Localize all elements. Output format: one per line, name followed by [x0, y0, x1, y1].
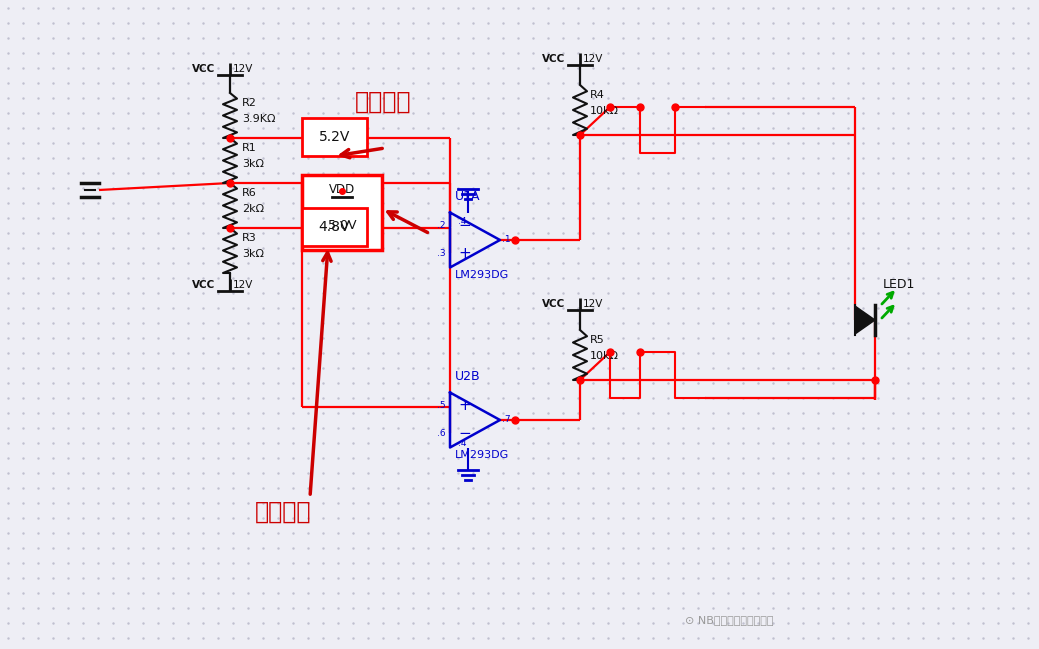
Text: VCC: VCC — [192, 280, 215, 290]
Text: 4.8V: 4.8V — [319, 220, 350, 234]
Text: 12V: 12V — [583, 54, 604, 64]
Bar — [302, 208, 367, 246]
Text: +: + — [458, 398, 471, 413]
Text: +: + — [458, 247, 471, 262]
Text: .4: .4 — [458, 439, 467, 448]
Text: U2B: U2B — [455, 369, 481, 382]
Text: −: − — [458, 426, 471, 441]
Text: ⊙ NB硬件实践知识共享包: ⊙ NB硬件实践知识共享包 — [685, 615, 773, 625]
Text: LM293DG: LM293DG — [455, 271, 509, 280]
Text: R5: R5 — [590, 335, 605, 345]
Text: 5.0V: 5.0V — [327, 219, 356, 232]
Text: R2: R2 — [242, 98, 257, 108]
Text: .3: .3 — [437, 249, 446, 258]
Text: .4: .4 — [458, 217, 467, 225]
Text: 12V: 12V — [583, 299, 604, 309]
Text: .5: .5 — [437, 402, 446, 411]
Text: −: − — [458, 219, 471, 234]
Text: .7: .7 — [502, 415, 510, 424]
Text: R6: R6 — [242, 188, 257, 198]
Text: 10kΩ: 10kΩ — [590, 351, 619, 361]
Text: VDD: VDD — [329, 183, 355, 196]
Text: 参考电压: 参考电压 — [355, 90, 411, 114]
Text: 10kΩ: 10kΩ — [590, 106, 619, 116]
Text: R1: R1 — [242, 143, 257, 153]
Text: 12V: 12V — [233, 64, 254, 74]
Text: LED1: LED1 — [883, 278, 915, 291]
Text: .1: .1 — [502, 236, 510, 245]
Text: LM293DG: LM293DG — [455, 450, 509, 461]
Text: .2: .2 — [437, 221, 446, 230]
Text: 2kΩ: 2kΩ — [242, 204, 264, 214]
Text: 5.2V: 5.2V — [319, 130, 350, 144]
Text: R4: R4 — [590, 90, 605, 100]
Bar — [302, 175, 382, 250]
Text: VCC: VCC — [541, 299, 565, 309]
Text: 3.9KΩ: 3.9KΩ — [242, 114, 275, 124]
Text: 12V: 12V — [233, 280, 254, 290]
Text: 参考电压: 参考电压 — [255, 500, 312, 524]
Text: 3kΩ: 3kΩ — [242, 159, 264, 169]
Text: R3: R3 — [242, 233, 257, 243]
Text: VCC: VCC — [192, 64, 215, 74]
Text: VCC: VCC — [541, 54, 565, 64]
Polygon shape — [855, 306, 875, 334]
Text: U1A: U1A — [455, 190, 480, 202]
Text: 3kΩ: 3kΩ — [242, 249, 264, 259]
Text: .6: .6 — [437, 430, 446, 439]
Bar — [302, 118, 367, 156]
